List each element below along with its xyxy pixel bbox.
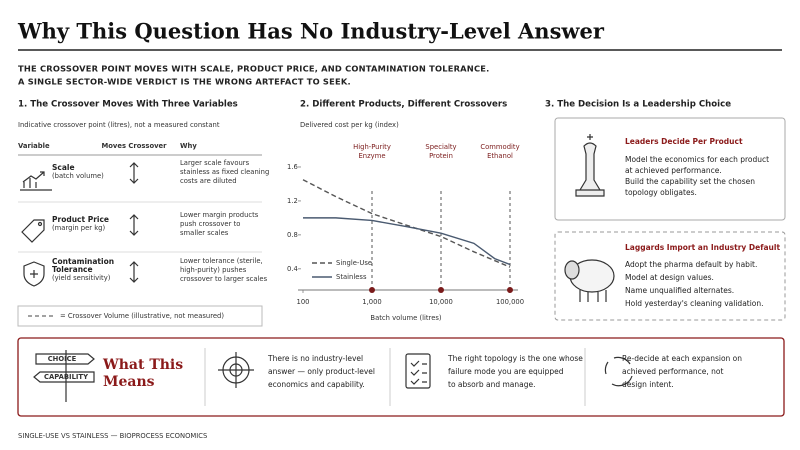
product-label: Enzyme bbox=[359, 152, 386, 160]
box-line: Name unqualified alternates. bbox=[625, 286, 734, 295]
column-header: Why bbox=[180, 142, 197, 150]
product-label: Specialty bbox=[425, 143, 456, 151]
column-header: Moves Crossover bbox=[101, 142, 167, 150]
variable-detail: (yield sensitivity) bbox=[52, 274, 111, 282]
box-title: Laggards Import an Industry Default bbox=[625, 243, 780, 252]
box-line: at achieved performance. bbox=[625, 166, 722, 175]
legend-text: = Crossover Volume (illustrative, not me… bbox=[60, 312, 224, 320]
product-label: High-Purity bbox=[353, 143, 391, 151]
column-header: Variable bbox=[18, 142, 50, 150]
crossover-marker bbox=[438, 287, 444, 293]
box-line: Hold yesterday's cleaning validation. bbox=[625, 299, 764, 308]
legend-box bbox=[17, 305, 263, 327]
box-line: topology obligates. bbox=[625, 188, 697, 197]
y-axis-label: Delivered cost per kg (index) bbox=[300, 121, 399, 129]
variable-name: Product Price bbox=[52, 215, 109, 224]
variable-why: high-purity) pushes bbox=[180, 266, 247, 274]
summary-point: answer — only product-level bbox=[268, 367, 375, 376]
variable-why: smaller scales bbox=[180, 229, 229, 237]
sign-label: CHOICE bbox=[48, 355, 77, 363]
box-line: Model at design values. bbox=[625, 273, 714, 282]
product-label: Protein bbox=[429, 152, 453, 160]
summary-point: The right topology is the one whose bbox=[447, 354, 583, 363]
y-tick-label: 1.6 bbox=[287, 163, 298, 171]
box-title: Leaders Decide Per Product bbox=[625, 137, 743, 146]
sign-label: CAPABILITY bbox=[44, 373, 88, 381]
subtitle: THE CROSSOVER POINT MOVES WITH SCALE, PR… bbox=[18, 64, 489, 74]
summary-point: Re-decide at each expansion on bbox=[622, 354, 742, 363]
footer: SINGLE-USE VS STAINLESS — BIOPROCESS ECO… bbox=[18, 432, 207, 440]
product-label: Commodity bbox=[480, 143, 519, 151]
summary-point: There is no industry-level bbox=[267, 354, 363, 363]
crossover-marker bbox=[507, 287, 513, 293]
variable-why: Lower margin products bbox=[180, 211, 259, 219]
summary-title: What This bbox=[102, 357, 183, 373]
section-heading: 3. The Decision Is a Leadership Choice bbox=[545, 100, 731, 110]
y-tick-label: 0.8 bbox=[287, 231, 298, 239]
laggards-box bbox=[554, 231, 786, 321]
note: Indicative crossover point (litres), not… bbox=[18, 121, 220, 129]
product-label: Ethanol bbox=[487, 152, 513, 160]
section-heading: 2. Different Products, Different Crossov… bbox=[300, 100, 507, 110]
section-heading: 1. The Crossover Moves With Three Variab… bbox=[18, 100, 238, 110]
box-line: Model the economics for each product bbox=[625, 155, 769, 164]
variable-name: Scale bbox=[52, 163, 75, 172]
summary-title: Means bbox=[103, 374, 155, 390]
y-tick-label: 0.4 bbox=[287, 265, 298, 273]
x-tick-label: 100,000 bbox=[496, 298, 524, 306]
variable-detail: (margin per kg) bbox=[52, 224, 105, 232]
icons bbox=[20, 134, 633, 402]
variable-detail: (batch volume) bbox=[52, 172, 104, 180]
variable-why: crossover to larger scales bbox=[180, 275, 268, 283]
summary-point: failure mode you are equipped bbox=[448, 367, 564, 376]
variable-why: stainless as fixed cleaning bbox=[180, 168, 269, 176]
box-line: Adopt the pharma default by habit. bbox=[625, 260, 757, 269]
series-line bbox=[303, 217, 511, 266]
x-axis-label: Batch volume (litres) bbox=[370, 314, 441, 322]
leaders-box bbox=[554, 117, 786, 221]
summary-box bbox=[17, 337, 785, 417]
variable-name: Tolerance bbox=[52, 265, 93, 274]
legend-label: Single-Use bbox=[336, 259, 372, 267]
x-tick-label: 10,000 bbox=[429, 298, 453, 306]
legend-label: Stainless bbox=[336, 273, 367, 281]
subtitle: A SINGLE SECTOR-WIDE VERDICT IS THE WRON… bbox=[18, 77, 351, 87]
summary-point: design intent. bbox=[622, 380, 674, 389]
x-tick-label: 100 bbox=[297, 298, 310, 306]
variable-why: Lower tolerance (sterile, bbox=[180, 257, 263, 265]
y-tick-label: 1.2 bbox=[287, 197, 298, 205]
variable-why: Larger scale favours bbox=[180, 159, 250, 167]
crossover-marker bbox=[369, 287, 375, 293]
variable-why: costs are diluted bbox=[180, 177, 237, 185]
summary-point: to absorb and manage. bbox=[448, 380, 536, 389]
variable-why: push crossover to bbox=[180, 220, 240, 228]
series-line bbox=[302, 179, 511, 268]
x-tick-label: 1,000 bbox=[362, 298, 381, 306]
page-title: Why This Question Has No Industry-Level … bbox=[17, 19, 605, 44]
variable-name: Contamination bbox=[52, 257, 114, 266]
box-line: Build the capability set the chosen bbox=[625, 177, 755, 186]
summary-point: achieved performance, not bbox=[622, 367, 724, 376]
summary-point: economics and capability. bbox=[268, 380, 365, 389]
